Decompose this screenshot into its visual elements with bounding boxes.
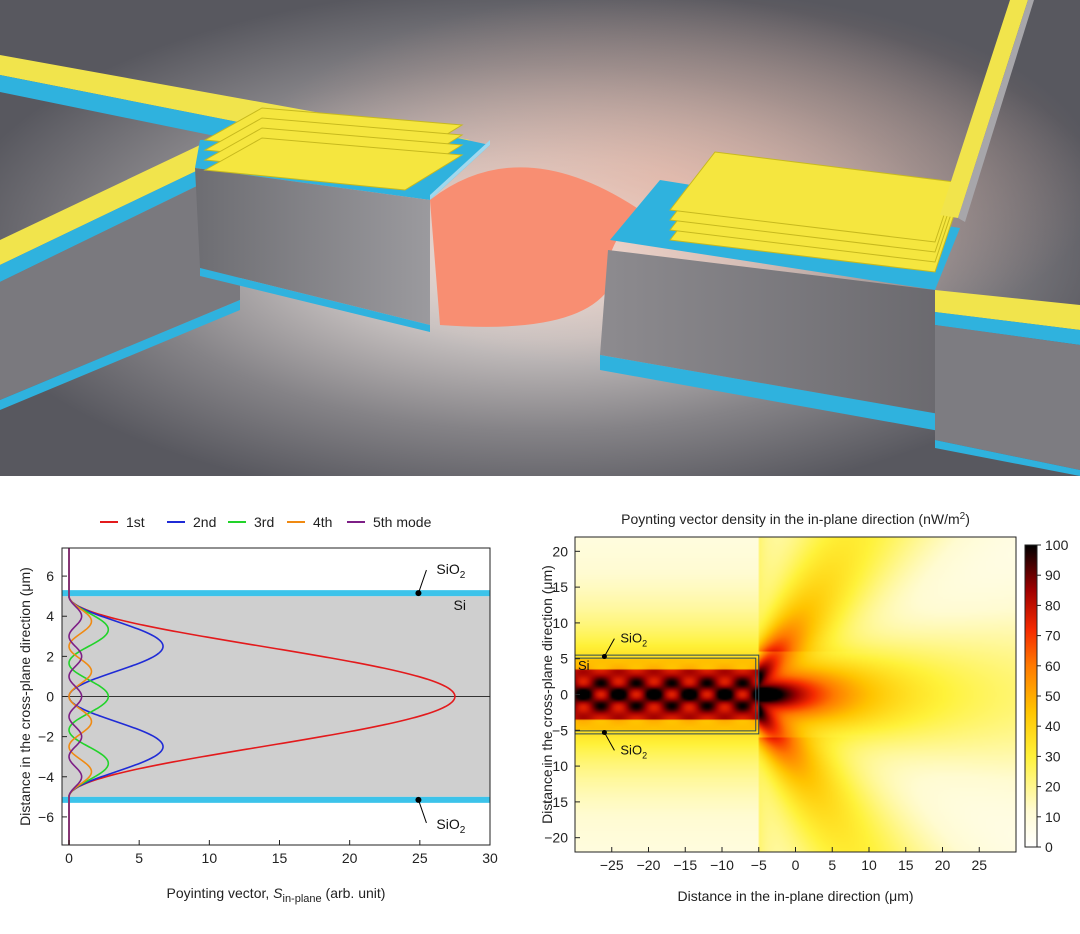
colorbar-tick-label: 50 [1045,688,1061,704]
colorbar-tick-label: 80 [1045,597,1061,613]
right-block-front [600,250,945,415]
heat-x-tick-label: −5 [751,857,767,873]
y-tick-label: 2 [46,648,54,664]
heat-y-tick-label: −5 [552,722,568,738]
colorbar-tick-label: 60 [1045,658,1061,674]
heat-x-tick-label: −10 [710,857,734,873]
x-tick-label: 25 [412,850,428,866]
heat-x-tick-label: −15 [673,857,697,873]
y-axis-ticks: −6 −4 −2 0 2 4 6 [38,568,67,825]
heat-y-tick-label: 5 [560,651,568,667]
si-label: Si [454,597,466,613]
colorbar-tick-label: 40 [1045,718,1061,734]
heat-y-tick-label: 20 [552,543,568,559]
left-electrodes [203,107,464,191]
heat-x-tick-label: 5 [828,857,836,873]
heat-y-tick-label: 0 [560,687,568,703]
heatmap-title: Poynting vector density in the in-plane … [621,511,970,527]
heat-y-tick-label: 10 [552,615,568,631]
x-tick-label: 20 [342,850,358,866]
colorbar-tick-label: 0 [1045,839,1053,855]
left-lower-beam [0,145,240,265]
legend-label: 5th mode [373,514,432,530]
heat-y-tick-label: −20 [544,830,568,846]
right-front-beam [935,290,1080,330]
x-tick-label: 0 [65,850,73,866]
right-electrodes [669,151,956,273]
y-tick-label: 6 [46,568,54,584]
left-block-front [195,168,430,325]
x-axis-label: Poyinting vector, Sin-plane (arb. unit) [167,885,386,905]
heat-x-tick-label: 20 [935,857,951,873]
heat-sio2-bottom-label: SiO2 [620,742,647,760]
y-tick-label: 4 [46,608,54,624]
sio2-bottom-layer [62,796,490,803]
heat-y-ticks: −20 −15 −10 −5 0 5 10 15 20 [544,543,580,846]
y-tick-label: −6 [38,809,54,825]
x-tick-label: 10 [202,850,218,866]
heat-x-tick-label: 0 [792,857,800,873]
heat-x-ticks: −25 −20 −15 −10 −5 0 5 10 15 20 25 [600,847,987,873]
y-tick-label: −4 [38,769,54,785]
heat-x-tick-label: −25 [600,857,624,873]
sio2-top-label: SiO2 [436,561,465,581]
heat-y-tick-label: −10 [544,758,568,774]
y-axis-label: Distance in the cross-plane direction (μ… [17,567,33,826]
right-vertical-beam [940,0,1028,218]
thermal-emission-region [430,167,640,327]
mode-profile-chart: 1st 2nd 3rd 4th 5th mode 0 5 10 15 20 25 30 −6−4−2… [17,514,498,905]
heat-x-tick-label: 15 [898,857,914,873]
y-tick-label: −2 [38,729,54,745]
heat-x-tick-label: 10 [861,857,877,873]
sio2-top-layer [62,590,490,597]
heat-x-axis-label: Distance in the in-plane direction (μm) [677,888,913,904]
legend-label: 2nd [193,514,216,530]
x-tick-label: 5 [135,850,143,866]
heat-x-tick-label: −20 [637,857,661,873]
x-tick-label: 15 [272,850,288,866]
legend-label: 1st [126,514,145,530]
colorbar-tick-label: 70 [1045,628,1061,644]
heat-si-label: Si [578,658,590,673]
heat-x-tick-label: 25 [971,857,987,873]
colorbar-tick-label: 20 [1045,779,1061,795]
colorbar-tick-label: 10 [1045,809,1061,825]
colorbar-tick-label: 30 [1045,748,1061,764]
colorbar-tick-label: 90 [1045,567,1061,583]
heat-y-axis-label: Distance in the cross-plane direction (μ… [540,565,555,824]
colorbar-tick-label: 100 [1045,537,1069,553]
x-tick-label: 30 [482,850,498,866]
colorbar-ticks: 0 10 20 30 40 50 60 70 80 90 100 [1037,537,1069,855]
poynting-heatmap-chart: Poynting vector density in the in-plane … [540,511,1069,904]
heat-y-tick-label: −15 [544,794,568,810]
heat-y-tick-label: 15 [552,579,568,595]
mode-curve-5 [68,548,83,845]
mode-legend: 1st 2nd 3rd 4th 5th mode [100,514,432,530]
legend-label: 4th [313,514,332,530]
heatmap-field [575,537,1016,852]
y-tick-label: 0 [46,689,54,705]
sio2-bottom-label: SiO2 [436,816,465,836]
heat-sio2-top-label: SiO2 [620,631,647,649]
device-3d-illustration [0,0,1080,476]
colorbar [1024,544,1038,848]
x-axis-ticks: 0 5 10 15 20 25 30 [65,840,498,866]
legend-label: 3rd [254,514,274,530]
